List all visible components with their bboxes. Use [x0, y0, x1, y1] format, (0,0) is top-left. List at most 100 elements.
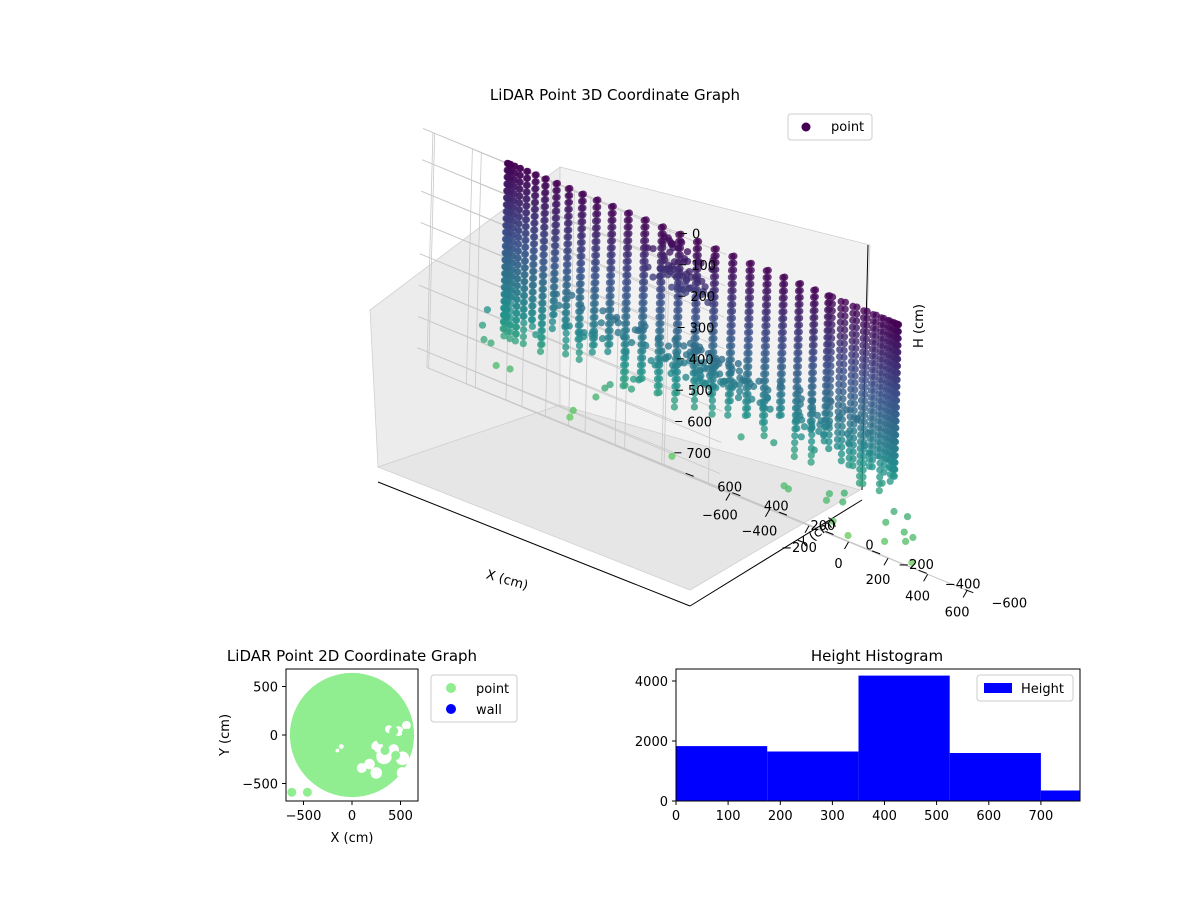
- data-point-3d: [590, 265, 599, 273]
- data-point-3d: [848, 351, 856, 359]
- data-point-3d: [674, 265, 682, 273]
- y-tick-3d: [965, 589, 974, 594]
- data-point-3d: [604, 334, 612, 342]
- data-point-3d: [550, 276, 558, 284]
- x-tick-3d: [725, 493, 731, 501]
- data-point-3d: [575, 355, 583, 364]
- data-point-3d: [836, 332, 844, 340]
- data-point-3d: [506, 365, 514, 373]
- data-point-3d: [532, 331, 540, 339]
- data-point-3d: [540, 203, 548, 211]
- data-point-3d: [776, 391, 784, 399]
- y-tick-3d: [871, 550, 881, 555]
- data-point-3d: [762, 294, 770, 302]
- data-point-3d: [874, 424, 883, 432]
- data-point-3d: [519, 305, 527, 313]
- data-point-3d: [562, 336, 570, 344]
- data-point-3d: [480, 335, 488, 344]
- data-point-3d: [668, 283, 676, 291]
- axes-frame-histogram: [675, 668, 1081, 802]
- data-point-3d: [727, 266, 736, 274]
- data-point-3d: [670, 403, 679, 411]
- data-point-3d: [653, 382, 661, 390]
- data-point-3d: [639, 278, 647, 286]
- data-point-3d: [867, 380, 876, 388]
- data-point-3d: [637, 334, 645, 342]
- data-point-3d: [523, 167, 531, 176]
- data-point-3d: [909, 533, 917, 542]
- data-point-3d: [775, 405, 784, 413]
- data-point-3d: [606, 272, 614, 280]
- data-point-3d: [847, 364, 856, 372]
- data-point-3d: [519, 333, 528, 341]
- data-point-3d: [692, 272, 700, 281]
- data-point-3d: [794, 308, 802, 316]
- data-point-3d: [520, 285, 528, 293]
- data-point-3d: [823, 320, 831, 328]
- data-point-3d: [759, 398, 767, 406]
- data-point-3d: [845, 447, 854, 455]
- histogram-bar: [767, 751, 859, 801]
- data-point-3d: [840, 489, 848, 497]
- data-point-3d: [551, 221, 559, 229]
- data-point-3d: [591, 224, 600, 232]
- data-point-3d: [758, 418, 767, 427]
- data-point-3d: [550, 249, 558, 257]
- data-point-3d: [606, 258, 614, 266]
- data-point-3d: [574, 321, 583, 330]
- data-point-3d: [876, 348, 885, 356]
- data-point-3d: [549, 290, 557, 298]
- data-point-3d: [903, 513, 912, 521]
- data-point-3d: [622, 258, 630, 266]
- data-point-3d: [726, 308, 735, 316]
- data-point-3d: [759, 384, 768, 392]
- data-point-3d: [537, 320, 545, 328]
- data-point-3d: [539, 251, 547, 259]
- data-point-3d: [847, 371, 855, 379]
- data-point-3d: [672, 334, 680, 342]
- data-point-3d: [562, 261, 571, 269]
- data-point-3d: [880, 461, 888, 469]
- data-point-3d: [605, 299, 613, 307]
- data-point-3d: [674, 272, 682, 280]
- data-point-3d: [744, 329, 752, 337]
- data-point-3d: [671, 375, 679, 384]
- data-point-3d: [709, 280, 718, 288]
- data-point-3d: [808, 335, 817, 343]
- gap-2d: [335, 748, 340, 753]
- data-point-2d: [287, 787, 297, 797]
- data-point-3d: [866, 442, 874, 450]
- data-point-3d: [502, 249, 510, 257]
- data-point-3d: [550, 262, 558, 271]
- data-point-3d: [868, 359, 876, 367]
- data-point-3d: [790, 452, 798, 461]
- data-point-3d: [614, 328, 622, 336]
- data-point-3d: [605, 292, 613, 300]
- data-point-3d: [726, 342, 734, 350]
- data-point-3d: [512, 316, 520, 324]
- data-point-3d: [808, 362, 816, 370]
- data-point-3d: [823, 333, 831, 342]
- data-point-3d: [836, 318, 845, 326]
- data-point-3d: [881, 434, 889, 442]
- data-point-3d: [725, 384, 733, 392]
- data-point-3d: [607, 230, 615, 238]
- x-tick-label-histogram: 500: [924, 809, 949, 824]
- data-point-3d: [708, 403, 716, 411]
- data-point-3d: [822, 347, 831, 355]
- data-point-3d: [550, 242, 559, 250]
- data-point-3d: [623, 216, 631, 224]
- data-point-3d: [809, 321, 817, 329]
- data-point-3d: [837, 297, 845, 306]
- data-point-3d: [820, 430, 829, 438]
- data-point-3d: [620, 354, 628, 362]
- data-point-3d: [727, 280, 735, 288]
- data-point-3d: [592, 203, 600, 211]
- data-point-3d: [759, 377, 768, 385]
- data-point-3d: [487, 339, 495, 347]
- data-point-3d: [823, 313, 832, 321]
- data-point-3d: [540, 210, 548, 218]
- data-point-3d: [620, 340, 628, 349]
- x-tick-label-2d: 500: [388, 809, 413, 824]
